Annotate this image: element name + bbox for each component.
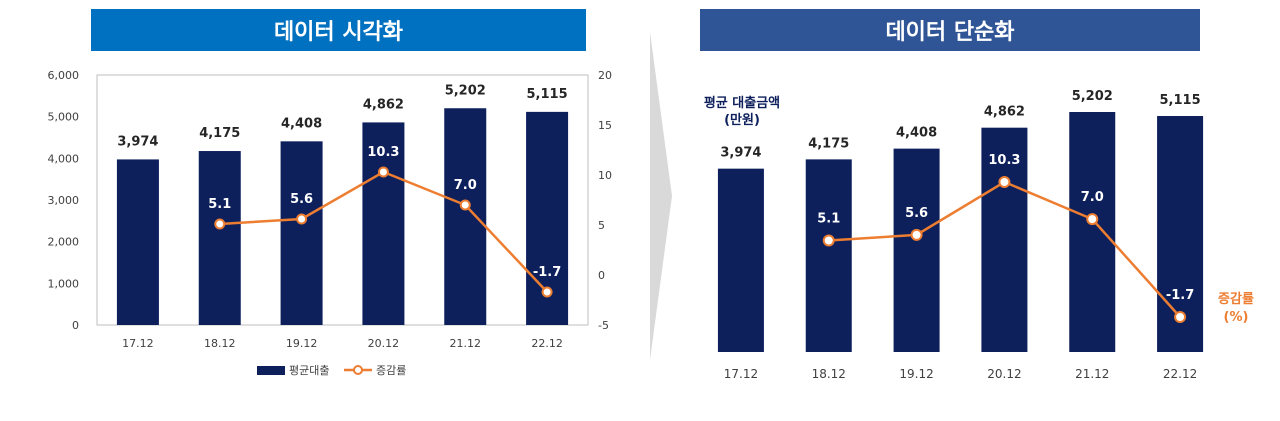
right-growth-value-label: 5.1	[817, 212, 840, 227]
right-growth-point	[1174, 311, 1187, 323]
right-x-tick-label: 21.12	[1075, 367, 1109, 381]
left-growth-point	[296, 213, 308, 225]
right-x-tick-label: 22.12	[1163, 367, 1197, 381]
left-bar-value-label: 3,974	[117, 134, 158, 149]
right-bar-value-label: 5,115	[1160, 93, 1201, 108]
left-x-tick-label: 21.12	[450, 337, 482, 350]
right-growth-value-label: 5.6	[905, 206, 928, 221]
right-growth-point	[910, 228, 923, 241]
right-growth-point	[998, 176, 1011, 188]
legend-line-label: 증감률	[376, 364, 406, 377]
right-y-tick-label: 15	[598, 119, 612, 132]
left-bar-value-label: 4,408	[281, 116, 322, 131]
legend-line-marker	[353, 365, 363, 375]
right-growth-point	[822, 234, 835, 247]
right-chart: 3,974 17.12 4,175 18.12 4,408 19.12 4,862 20.12…	[717, 89, 1204, 381]
right-bar-value-label: 3,974	[720, 146, 761, 161]
right-y-tick-label: 5	[598, 219, 605, 232]
right-x-tick-label: 17.12	[724, 367, 758, 381]
left-y-tick-label: 5,000	[48, 111, 80, 124]
right-line-label-line2: (%)	[1224, 310, 1249, 325]
right-bar	[805, 159, 852, 352]
left-y-tick-label: 6,000	[48, 69, 80, 82]
right-line-label-line1: 증감률	[1218, 292, 1254, 307]
right-growth-value-label: 10.3	[988, 153, 1020, 168]
left-bar	[116, 159, 159, 325]
right-x-tick-label: 18.12	[812, 367, 846, 381]
left-y-tick-label: 1,000	[48, 277, 80, 290]
left-x-tick-label: 20.12	[368, 337, 400, 350]
left-bar	[198, 151, 241, 325]
right-bar-label-line1: 평균 대출금액	[704, 95, 780, 111]
right-banner-title: 데이터 단순화	[885, 20, 1015, 45]
left-chart-banner: 데이터 시각화	[91, 9, 586, 51]
left-bar-value-label: 4,175	[199, 126, 240, 141]
left-banner-title: 데이터 시각화	[273, 20, 404, 45]
right-bar-value-label: 5,202	[1072, 89, 1113, 104]
right-bar-value-label: 4,408	[896, 126, 937, 141]
right-growth-value-label: 7.0	[1081, 190, 1104, 205]
left-bar	[362, 122, 405, 326]
left-growth-value-label: 5.6	[290, 192, 313, 207]
left-plot-frame	[96, 74, 589, 326]
right-bar-label-line2: (만원)	[724, 112, 760, 128]
right-y-tick-label: 20	[598, 69, 612, 82]
left-x-tick-label: 22.12	[531, 337, 563, 350]
right-bar	[893, 148, 940, 352]
left-bar-value-label: 4,862	[363, 97, 404, 112]
left-bar	[280, 141, 323, 325]
left-y-tick-label: 0	[72, 319, 79, 332]
left-y-tick-label: 4,000	[48, 152, 80, 165]
left-bar-value-label: 5,115	[527, 87, 568, 102]
left-growth-point	[541, 286, 553, 298]
right-growth-point	[1086, 213, 1099, 226]
left-growth-point	[377, 166, 389, 178]
right-bar	[981, 127, 1028, 352]
arrow-divider-icon	[650, 32, 672, 360]
legend-bar-label: 평균대출	[289, 364, 329, 377]
left-bar	[444, 108, 487, 325]
right-bar	[717, 168, 764, 352]
left-bar-value-label: 5,202	[445, 83, 486, 98]
left-x-tick-label: 18.12	[204, 337, 236, 350]
legend-bar-swatch	[257, 366, 285, 375]
left-chart: 0 1,000 2,000 3,000 4,000 5,000 6,000 -5 0 5 10 15 2…	[48, 69, 613, 350]
right-y-tick-label: 10	[598, 169, 612, 182]
right-bar	[1069, 112, 1116, 352]
right-growth-value-label: -1.7	[1166, 288, 1194, 303]
left-growth-value-label: 7.0	[454, 178, 477, 193]
left-y-tick-label: 2,000	[48, 236, 80, 249]
right-x-tick-label: 19.12	[899, 367, 933, 381]
left-growth-point	[459, 199, 471, 211]
left-growth-point	[214, 218, 226, 230]
left-growth-value-label: 5.1	[208, 197, 231, 212]
right-y-tick-label: -5	[598, 319, 609, 332]
left-growth-value-label: 10.3	[367, 145, 399, 160]
left-x-tick-label: 19.12	[286, 337, 318, 350]
right-x-tick-label: 20.12	[987, 367, 1021, 381]
right-bar-value-label: 4,175	[808, 136, 849, 151]
left-x-tick-label: 17.12	[122, 337, 154, 350]
right-chart-banner: 데이터 단순화	[700, 9, 1200, 51]
right-y-tick-label: 0	[598, 269, 605, 282]
left-growth-value-label: -1.7	[533, 265, 561, 280]
left-y-tick-label: 3,000	[48, 194, 80, 207]
right-bar-value-label: 4,862	[984, 105, 1025, 120]
